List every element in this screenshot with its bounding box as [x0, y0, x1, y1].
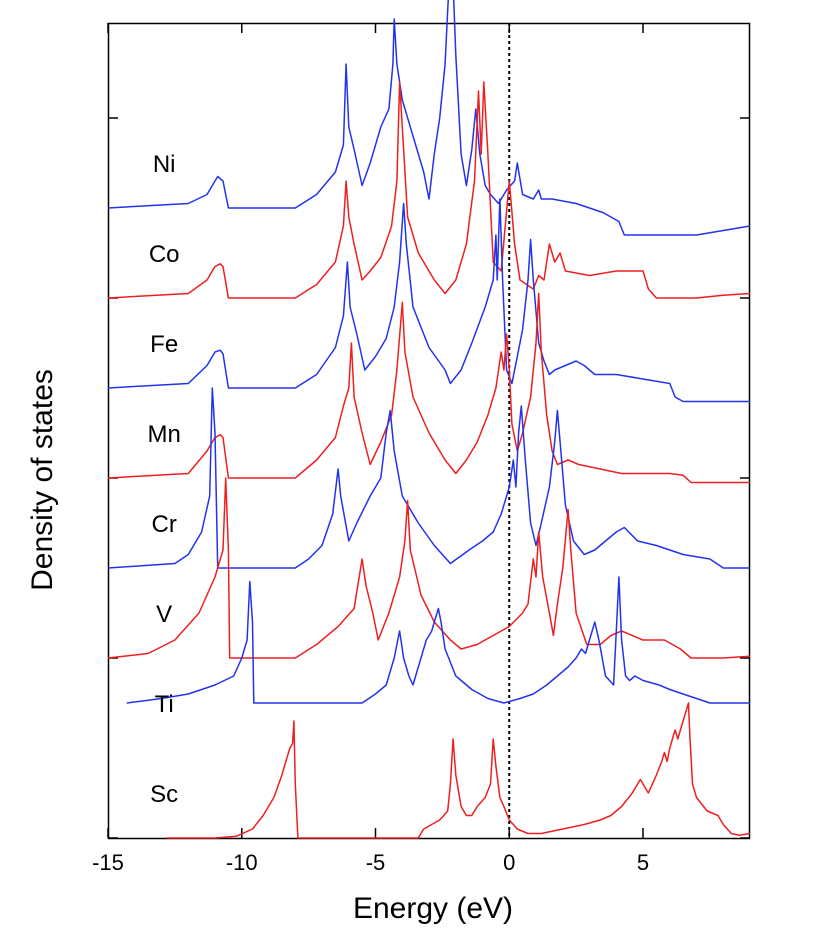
- series-label-co: Co: [149, 241, 180, 268]
- x-axis-title: Energy (eV): [353, 892, 513, 925]
- series-label-mn: Mn: [148, 421, 181, 448]
- series-label-ni: Ni: [153, 151, 176, 178]
- series-label-sc: Sc: [150, 781, 178, 808]
- series-line-cr: [107, 387, 750, 569]
- y-axis-title: Density of states: [26, 369, 59, 591]
- series-label-ti: Ti: [155, 691, 174, 718]
- series-line-v: [107, 477, 751, 659]
- series-line-mn: [107, 292, 750, 484]
- series-label-cr: Cr: [152, 511, 177, 538]
- element-labels: Ni Co Fe Mn Cr V Ti Sc: [148, 151, 181, 808]
- series-line-ti: [126, 576, 750, 704]
- x-ticks: -15 -10 -5 0 5: [92, 23, 649, 875]
- series-line-sc: [166, 702, 751, 839]
- series-line-fe: [107, 198, 750, 403]
- x-tick-label-3: 0: [503, 850, 515, 875]
- series-label-fe: Fe: [150, 331, 178, 358]
- x-tick-label-2: -5: [366, 850, 386, 875]
- x-tick-label-1: -10: [226, 850, 258, 875]
- series-line-co: [107, 81, 751, 299]
- series-label-v: V: [156, 601, 172, 628]
- series-line-ni: [107, 0, 751, 236]
- x-tick-label-4: 5: [637, 850, 649, 875]
- series-group: [107, 0, 751, 839]
- y-ticks: [108, 117, 750, 839]
- plot-frame: [107, 22, 751, 840]
- x-tick-label-0: -15: [92, 850, 124, 875]
